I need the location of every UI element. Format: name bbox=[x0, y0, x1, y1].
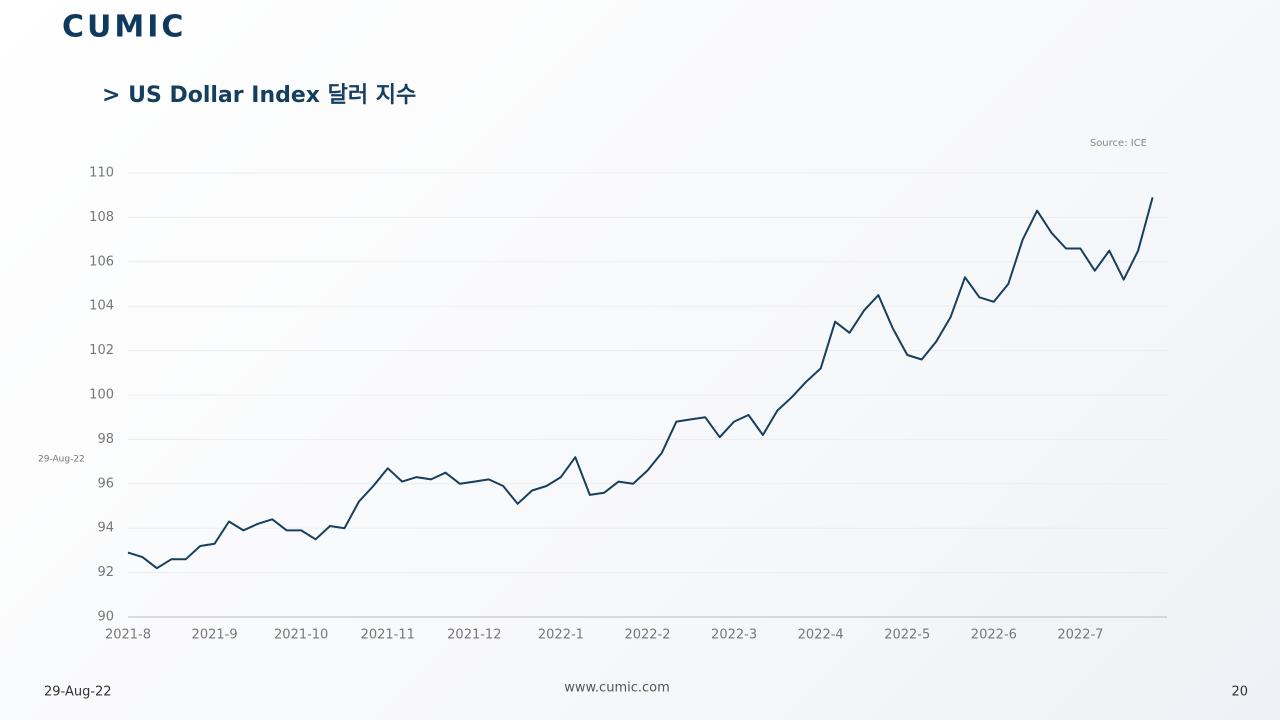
y-tick-label: 104 bbox=[89, 299, 114, 314]
x-tick-label: 2022-1 bbox=[538, 628, 584, 643]
x-tick-label: 2022-4 bbox=[798, 628, 844, 643]
source: Source: ICE bbox=[1090, 138, 1147, 149]
line-series bbox=[127, 197, 1154, 570]
x-tick-label: 2021-10 bbox=[274, 628, 328, 643]
y-tick-label: 90 bbox=[97, 610, 114, 625]
logo: CUMIC bbox=[62, 10, 186, 45]
x-tick-label: 2022-2 bbox=[624, 628, 670, 643]
y-tick-label: 106 bbox=[89, 254, 114, 269]
plot: 90 92 94 96 98 100 102 104 106 108 110 2021-8 2021-9… bbox=[89, 166, 1167, 643]
y-tick-label: 94 bbox=[97, 521, 114, 536]
y-tick-label: 110 bbox=[89, 166, 114, 181]
y-tick-label: 92 bbox=[97, 565, 114, 580]
x-tick-label: 2021-11 bbox=[361, 628, 415, 643]
y-tick-label: 96 bbox=[97, 476, 114, 491]
y-tick-label: 98 bbox=[97, 432, 114, 447]
footer-site: www.cumic.com bbox=[564, 681, 670, 696]
x-tick-label: 2021-12 bbox=[447, 628, 501, 643]
x-tick-label: 2021-8 bbox=[105, 628, 151, 643]
y-tick-label: 102 bbox=[89, 343, 114, 358]
x-tick-label: 2022-7 bbox=[1057, 628, 1103, 643]
slide-title: > US Dollar Index 달러 지수 bbox=[102, 83, 416, 108]
x-tick-label: 2021-9 bbox=[192, 628, 238, 643]
x-tick-label: 2022-6 bbox=[971, 628, 1017, 643]
x-tick-label: 2022-3 bbox=[711, 628, 757, 643]
side-note: 29-Aug-22 bbox=[38, 455, 85, 465]
y-tick-label: 108 bbox=[89, 210, 114, 225]
y-tick-label: 100 bbox=[89, 388, 114, 403]
footer-date: 29-Aug-22 bbox=[44, 685, 112, 700]
x-tick-label: 2022-5 bbox=[884, 628, 930, 643]
page-number: 20 bbox=[1231, 685, 1248, 700]
